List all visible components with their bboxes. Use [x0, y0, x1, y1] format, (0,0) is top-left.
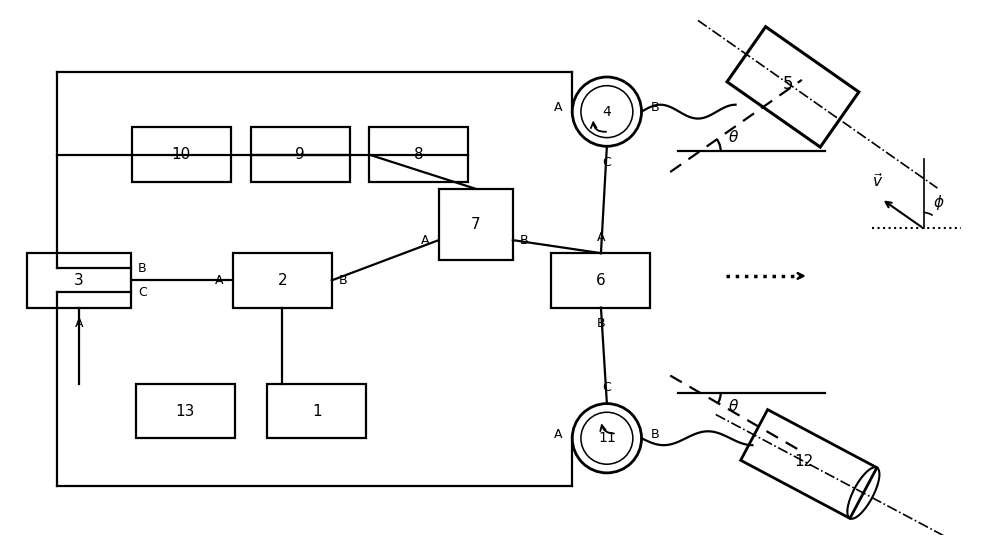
- Text: A: A: [554, 428, 562, 441]
- Text: 3: 3: [74, 273, 84, 288]
- Bar: [251, 128, 350, 182]
- Text: B: B: [520, 233, 528, 246]
- Text: 9: 9: [295, 147, 305, 162]
- Text: B: B: [339, 274, 347, 287]
- Bar: [551, 253, 650, 308]
- Text: 1: 1: [312, 404, 322, 419]
- Bar: [233, 253, 332, 308]
- Text: 2: 2: [277, 273, 287, 288]
- Text: $\theta$: $\theta$: [728, 398, 739, 414]
- Text: A: A: [75, 317, 83, 330]
- Text: A: A: [215, 274, 224, 287]
- Text: 5: 5: [783, 75, 793, 93]
- Text: $\theta$: $\theta$: [728, 129, 739, 145]
- Bar: [439, 189, 513, 260]
- Text: 6: 6: [596, 273, 606, 288]
- Text: 4: 4: [603, 105, 611, 119]
- Text: A: A: [597, 231, 605, 244]
- Text: $\vec{v}$: $\vec{v}$: [872, 172, 883, 190]
- Text: A: A: [554, 101, 562, 114]
- Text: B: B: [138, 262, 146, 275]
- Bar: [267, 384, 366, 438]
- Text: B: B: [650, 101, 659, 114]
- Text: B: B: [650, 428, 659, 441]
- Text: C: C: [138, 286, 147, 299]
- Text: C: C: [603, 156, 611, 169]
- Text: 8: 8: [414, 147, 424, 162]
- Text: 12: 12: [794, 455, 813, 470]
- Bar: [727, 27, 859, 147]
- Bar: [136, 384, 235, 438]
- Text: C: C: [603, 381, 611, 394]
- Text: A: A: [421, 233, 430, 246]
- Text: 7: 7: [471, 217, 481, 232]
- Bar: [369, 128, 468, 182]
- Text: 13: 13: [176, 404, 195, 419]
- Text: 11: 11: [598, 431, 616, 445]
- Text: B: B: [597, 316, 605, 329]
- Bar: [132, 128, 231, 182]
- Bar: [27, 253, 131, 308]
- Text: $\phi$: $\phi$: [933, 193, 945, 211]
- Bar: [741, 409, 877, 518]
- Text: 10: 10: [172, 147, 191, 162]
